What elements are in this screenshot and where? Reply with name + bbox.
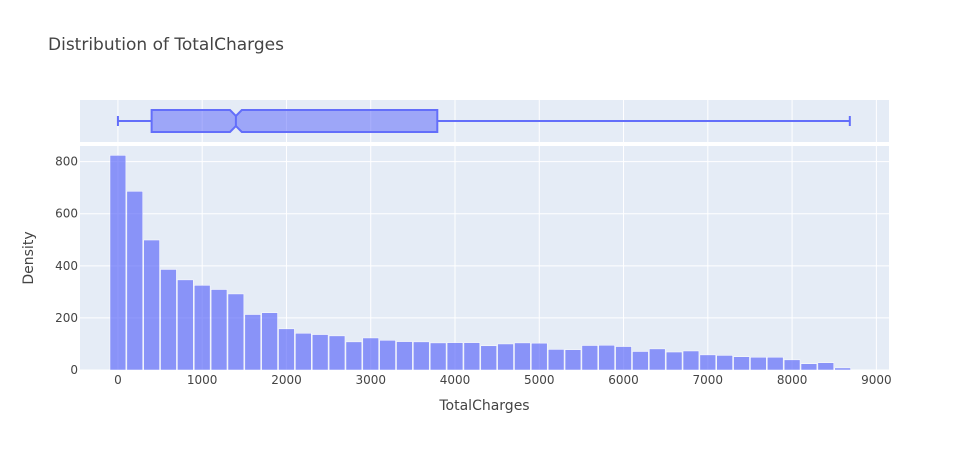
- histogram-bar[interactable]: [514, 342, 531, 371]
- x-tick-label: 8000: [777, 373, 808, 387]
- y-axis-ticks: 0 200 400 600 800: [55, 155, 78, 377]
- histogram-bar[interactable]: [834, 367, 851, 371]
- histogram-bar[interactable]: [261, 312, 278, 371]
- y-tick-label: 800: [55, 155, 78, 169]
- histogram-bar[interactable]: [429, 342, 447, 371]
- y-tick-label: 200: [55, 311, 78, 325]
- x-tick-label: 5000: [524, 373, 555, 387]
- histogram-bar[interactable]: [800, 363, 818, 371]
- y-tick-label: 400: [55, 259, 78, 273]
- boxplot[interactable]: [116, 109, 851, 133]
- histogram-bar[interactable]: [362, 337, 379, 371]
- histogram-bar[interactable]: [817, 362, 834, 371]
- histogram-bar[interactable]: [328, 335, 346, 371]
- x-tick-label: 7000: [693, 373, 724, 387]
- histogram-bar[interactable]: [244, 314, 261, 371]
- histogram-bar[interactable]: [463, 342, 481, 371]
- histogram-bar[interactable]: [194, 285, 211, 371]
- histogram-bar[interactable]: [446, 342, 464, 371]
- histogram-bar[interactable]: [682, 350, 700, 371]
- histogram-bar[interactable]: [750, 356, 767, 371]
- histogram-bar[interactable]: [396, 341, 413, 371]
- histogram-bar[interactable]: [379, 340, 396, 371]
- histogram-bar[interactable]: [581, 345, 599, 371]
- x-axis-ticks: 0 1000 2000 3000 4000 5000 6000 7000 8000 9000: [114, 373, 892, 387]
- histogram-bar[interactable]: [143, 239, 160, 371]
- histogram-bar[interactable]: [632, 351, 649, 371]
- histogram-bar[interactable]: [598, 345, 615, 371]
- histogram-bar[interactable]: [564, 349, 582, 371]
- histogram-bars[interactable]: [109, 155, 851, 371]
- histogram-bar[interactable]: [615, 346, 632, 371]
- y-tick-label: 0: [70, 363, 78, 377]
- histogram-bar[interactable]: [497, 343, 514, 371]
- x-tick-label: 6000: [608, 373, 639, 387]
- x-axis-title: TotalCharges: [438, 398, 529, 414]
- histogram-bar[interactable]: [227, 293, 245, 371]
- histogram-bar[interactable]: [278, 328, 295, 371]
- x-tick-label: 4000: [440, 373, 471, 387]
- x-tick-label: 1000: [187, 373, 218, 387]
- histogram-bar[interactable]: [160, 269, 177, 371]
- y-axis-title: Density: [21, 231, 37, 284]
- x-tick-label: 9000: [861, 373, 892, 387]
- histogram-bar[interactable]: [210, 289, 228, 371]
- histogram-bar[interactable]: [345, 341, 363, 371]
- histogram-bar[interactable]: [649, 348, 666, 371]
- histogram-bar[interactable]: [311, 334, 329, 371]
- histogram-bar[interactable]: [783, 359, 801, 371]
- histogram-bar[interactable]: [480, 345, 497, 371]
- histogram-bar[interactable]: [716, 355, 733, 371]
- histogram-bar[interactable]: [295, 333, 312, 371]
- histogram-bar[interactable]: [177, 279, 194, 371]
- x-tick-label: 2000: [271, 373, 302, 387]
- histogram-bar[interactable]: [665, 351, 683, 371]
- histogram-bar[interactable]: [531, 342, 548, 371]
- x-tick-label: 3000: [355, 373, 386, 387]
- histogram-bar[interactable]: [767, 356, 784, 371]
- y-tick-label: 600: [55, 207, 78, 221]
- histogram-bar[interactable]: [733, 356, 750, 371]
- histogram-bar[interactable]: [126, 191, 143, 371]
- histogram-bar[interactable]: [109, 155, 127, 371]
- histogram-bar[interactable]: [699, 354, 716, 371]
- histogram-bar[interactable]: [547, 349, 565, 371]
- chart-title: Distribution of TotalCharges: [48, 35, 284, 55]
- x-tick-label: 0: [114, 373, 122, 387]
- boxplot-box[interactable]: [150, 109, 439, 133]
- histogram-bar[interactable]: [413, 341, 430, 371]
